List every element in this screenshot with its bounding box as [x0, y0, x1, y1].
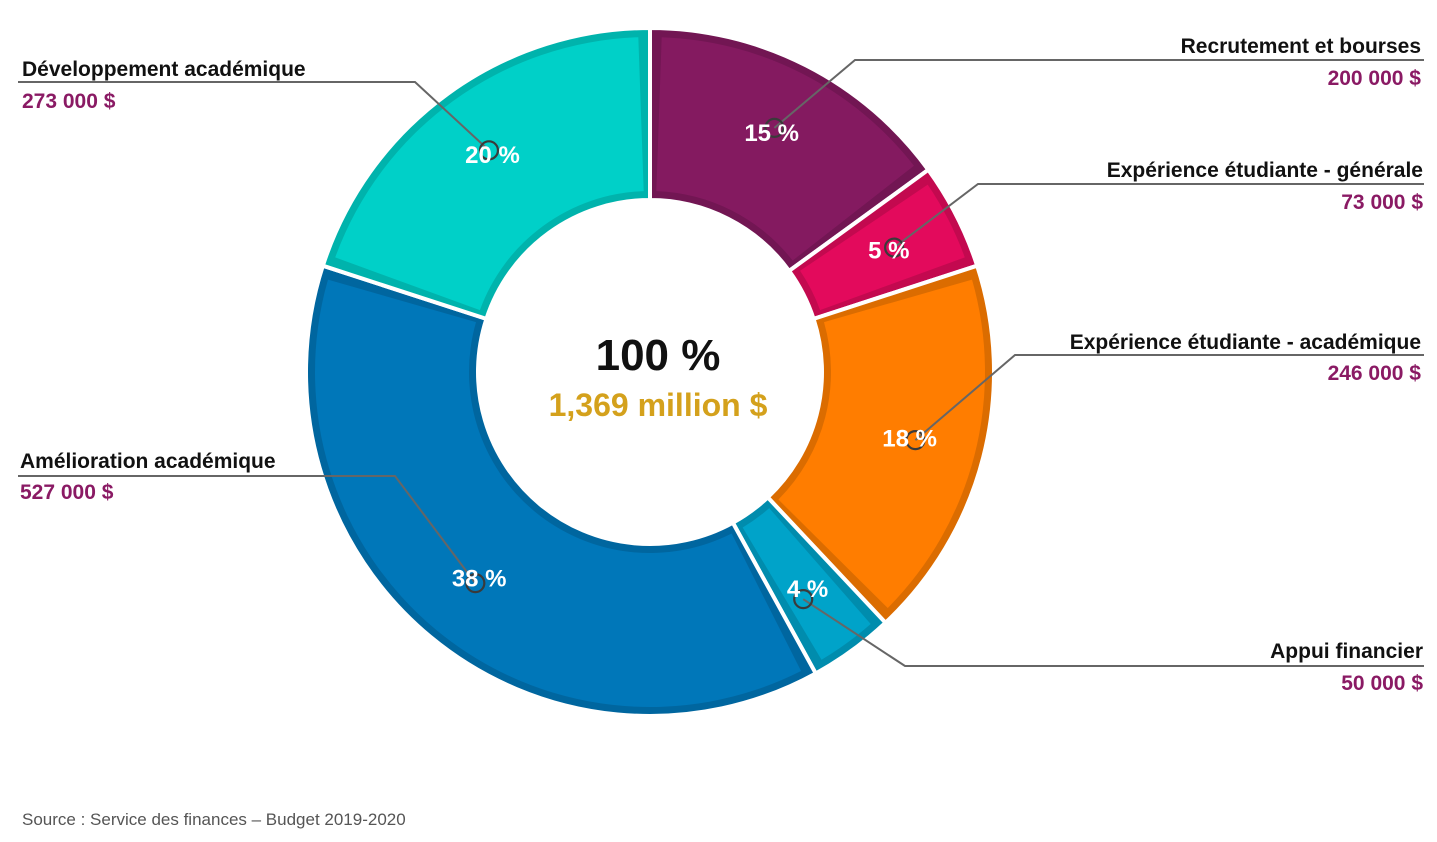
labels-group: 15 % Recrutement et bourses 200 000 $ 5 % Ex…: [20, 35, 1423, 695]
slice-name-label-0: Recrutement et bourses: [1181, 35, 1421, 58]
leader-line-5: [18, 81, 490, 152]
slice-percent-label-5: 20 %: [465, 142, 520, 169]
leader-marker-4: [465, 573, 486, 594]
slice-name-label-1: Expérience étudiante - générale: [1107, 159, 1423, 182]
center-total-label: 100 %: [596, 331, 721, 380]
source-note: Source : Service des finances – Budget 2…: [22, 810, 406, 829]
slice-inner-1: [800, 184, 965, 311]
slice-percent-label-3: 4 %: [787, 576, 828, 603]
leader-marker-0: [764, 117, 785, 138]
slice-inner-5: [335, 37, 644, 311]
leader-marker-3: [793, 589, 814, 610]
leader-marker-1: [884, 237, 905, 258]
slice-amount-label-2: 246 000 $: [1328, 362, 1422, 385]
slice-amount-label-5: 273 000 $: [22, 90, 116, 113]
leader-line-2: [914, 354, 1424, 441]
slice-percent-label-2: 18 %: [882, 426, 937, 453]
slice-percent-label-4: 38 %: [452, 565, 507, 592]
slice-amount-label-3: 50 000 $: [1341, 672, 1423, 695]
slice-name-label-2: Expérience étudiante - académique: [1070, 331, 1421, 354]
leader-marker-5: [478, 140, 500, 161]
slice-amount-label-4: 527 000 $: [20, 481, 114, 504]
leader-marker-2: [905, 430, 926, 451]
slice-inner-0: [656, 37, 914, 261]
slice-inner-4: [314, 279, 802, 708]
slice-percent-label-1: 5 %: [868, 237, 909, 264]
leader-line-3: [802, 598, 1424, 667]
slice-name-label-4: Amélioration académique: [20, 450, 276, 473]
slice-amount-label-0: 200 000 $: [1328, 67, 1422, 90]
center-total-value-label: 1,369 million $: [549, 387, 768, 423]
leader-line-0: [773, 59, 1424, 129]
leader-line-1: [893, 183, 1424, 249]
slice-percent-label-0: 15 %: [744, 120, 799, 147]
slice-inner-2: [778, 279, 986, 609]
leader-lines-group: [18, 59, 1424, 667]
slice-name-label-3: Appui financier: [1270, 640, 1423, 663]
slice-amount-label-1: 73 000 $: [1341, 191, 1423, 214]
leader-line-4: [18, 475, 477, 584]
slice-name-label-5: Développement académique: [22, 58, 306, 81]
